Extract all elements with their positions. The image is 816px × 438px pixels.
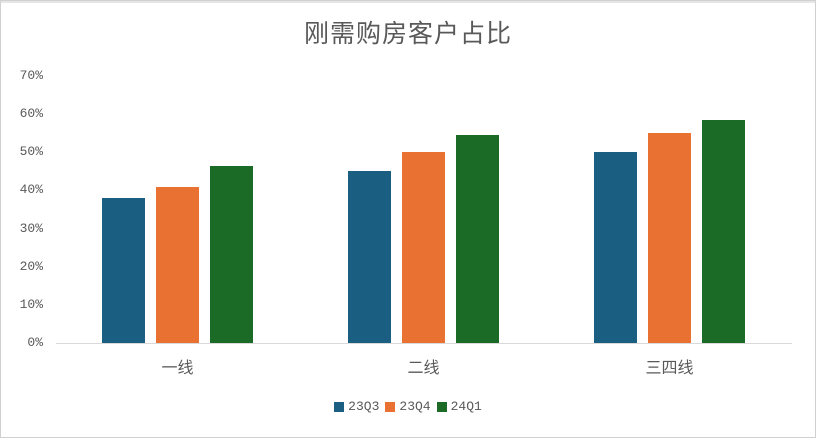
- chart-title: 刚需购房客户占比: [303, 19, 512, 48]
- bar-23Q4-1: [402, 152, 445, 343]
- bar-24Q1-0: [210, 165, 253, 343]
- bar-23Q3-0: [102, 198, 145, 343]
- y-tick-label: 20%: [19, 258, 43, 274]
- y-tick-label: 50%: [19, 144, 43, 160]
- legend-label: 23Q4: [399, 399, 431, 414]
- legend-label: 24Q1: [450, 399, 482, 414]
- legend-label: 23Q3: [348, 399, 380, 414]
- bar-23Q4-2: [648, 133, 691, 343]
- legend-item-23Q4: 23Q4: [385, 399, 431, 414]
- legend-swatch-icon: [334, 401, 345, 412]
- x-category-label: 二线: [407, 358, 440, 377]
- legend-item-24Q1: 24Q1: [436, 399, 482, 414]
- bar-23Q4-0: [156, 186, 199, 343]
- y-tick-label: 60%: [19, 106, 43, 122]
- x-axis-line: [56, 343, 792, 344]
- x-category-label: 三四线: [645, 358, 694, 377]
- bar-24Q1-2: [702, 119, 745, 343]
- bar-24Q1-1: [456, 135, 499, 343]
- y-tick-label: 0%: [27, 335, 43, 350]
- y-tick-label: 10%: [19, 296, 43, 312]
- legend: 23Q3 23Q4 24Q1: [0, 399, 816, 414]
- legend-item-23Q3: 23Q3: [334, 399, 379, 414]
- y-tick-label: 40%: [19, 182, 43, 198]
- y-tick-label: 30%: [19, 220, 43, 236]
- y-tick-label: 70%: [19, 68, 43, 83]
- legend-swatch-icon: [385, 401, 396, 412]
- bar-23Q3-1: [348, 171, 391, 343]
- bar-23Q3-2: [594, 152, 637, 343]
- legend-swatch-icon: [436, 401, 447, 412]
- x-category-label: 一线: [161, 358, 194, 377]
